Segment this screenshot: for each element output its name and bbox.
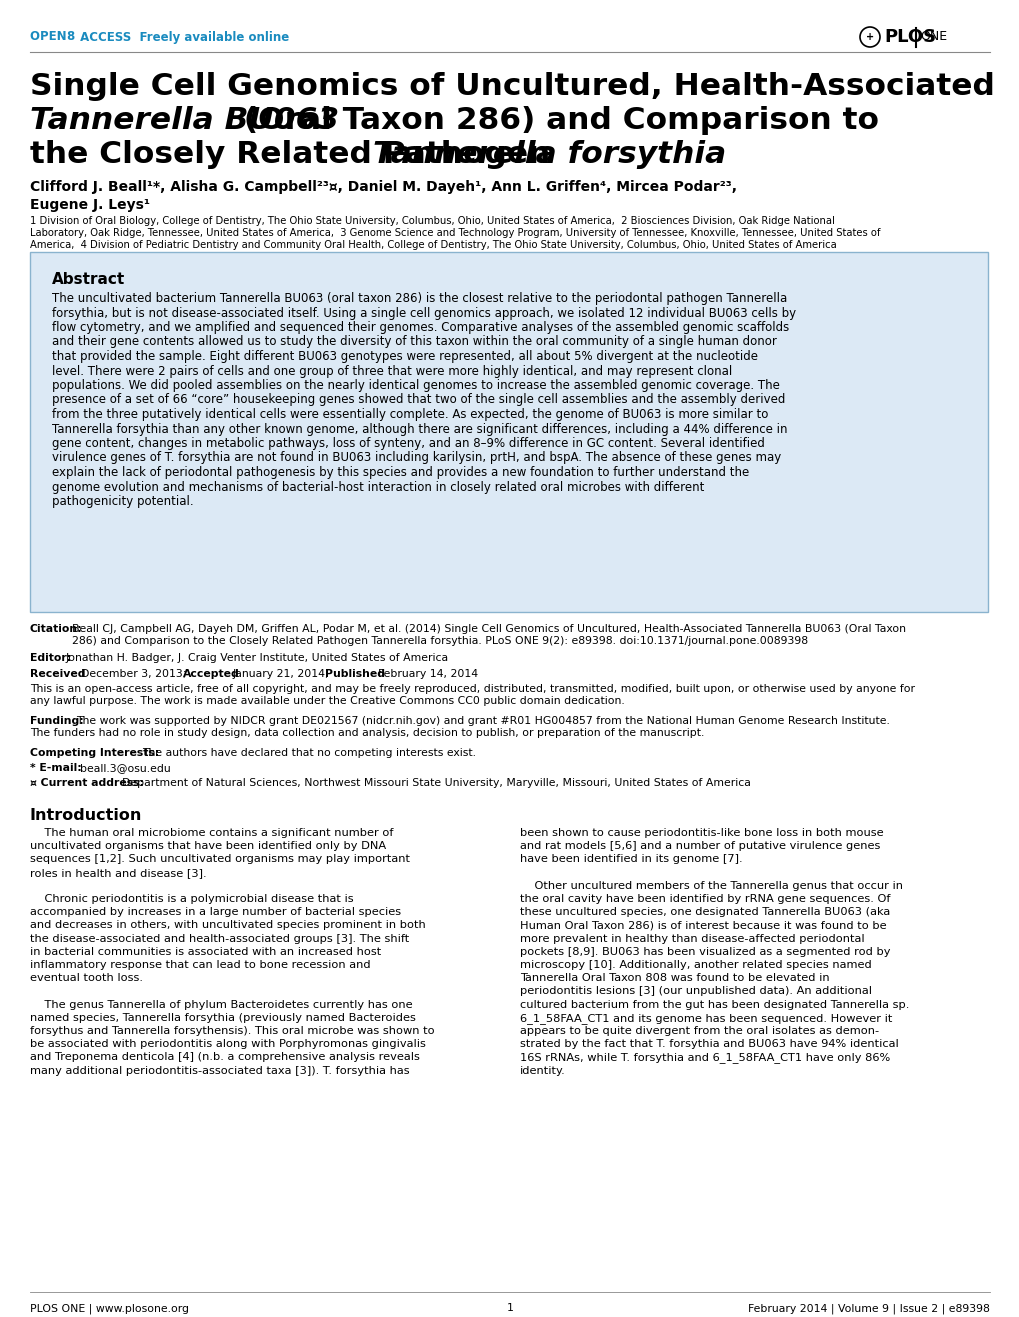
Text: roles in health and disease [3].: roles in health and disease [3]. [30, 868, 207, 877]
Text: eventual tooth loss.: eventual tooth loss. [30, 973, 143, 984]
Text: named species, Tannerella forsythia (previously named Bacteroides: named species, Tannerella forsythia (pre… [30, 1013, 416, 1023]
Text: gene content, changes in metabolic pathways, loss of synteny, and an 8–9% differ: gene content, changes in metabolic pathw… [52, 437, 764, 450]
Text: 16S rRNAs, while T. forsythia and 6_1_58FAA_CT1 have only 86%: 16S rRNAs, while T. forsythia and 6_1_58… [520, 1052, 890, 1063]
Text: these uncultured species, one designated Tannerella BU063 (aka: these uncultured species, one designated… [520, 907, 890, 917]
Text: (Oral Taxon 286) and Comparison to: (Oral Taxon 286) and Comparison to [232, 105, 878, 136]
Text: in bacterial communities is associated with an increased host: in bacterial communities is associated w… [30, 947, 381, 956]
Text: ONE: ONE [919, 30, 947, 43]
Text: Tannerella Oral Taxon 808 was found to be elevated in: Tannerella Oral Taxon 808 was found to b… [520, 973, 828, 984]
Text: The funders had no role in study design, data collection and analysis, decision : The funders had no role in study design,… [30, 728, 704, 738]
Text: been shown to cause periodontitis-like bone loss in both mouse: been shown to cause periodontitis-like b… [520, 828, 882, 838]
Text: Accepted: Accepted [182, 669, 239, 680]
Text: OPEN: OPEN [30, 30, 70, 43]
Text: that provided the sample. Eight different BU063 genotypes were represented, all : that provided the sample. Eight differen… [52, 350, 757, 363]
Text: 8: 8 [66, 30, 74, 43]
Text: 1 Division of Oral Biology, College of Dentistry, The Ohio State University, Col: 1 Division of Oral Biology, College of D… [30, 216, 835, 227]
Text: 6_1_58FAA_CT1 and its genome has been sequenced. However it: 6_1_58FAA_CT1 and its genome has been se… [520, 1013, 892, 1023]
Text: virulence genes of T. forsythia are not found in BU063 including karilysin, prtH: virulence genes of T. forsythia are not … [52, 452, 781, 465]
Text: forsythia, but is not disease-associated itself. Using a single cell genomics ap: forsythia, but is not disease-associated… [52, 307, 796, 320]
Text: Department of Natural Sciences, Northwest Missouri State University, Maryville, : Department of Natural Sciences, Northwes… [122, 778, 750, 788]
Text: The genus Tannerella of phylum Bacteroidetes currently has one: The genus Tannerella of phylum Bacteroid… [30, 1000, 413, 1010]
Text: Eugene J. Leys¹: Eugene J. Leys¹ [30, 198, 150, 212]
Text: have been identified in its genome [7].: have been identified in its genome [7]. [520, 855, 742, 864]
Text: and decreases in others, with uncultivated species prominent in both: and decreases in others, with uncultivat… [30, 921, 425, 930]
Text: ¤ Current address:: ¤ Current address: [30, 778, 144, 788]
Text: The human oral microbiome contains a significant number of: The human oral microbiome contains a sig… [30, 828, 393, 838]
Text: December 3, 2013;: December 3, 2013; [81, 669, 190, 680]
Text: Introduction: Introduction [30, 809, 143, 823]
Text: the oral cavity have been identified by rRNA gene sequences. Of: the oral cavity have been identified by … [520, 894, 890, 903]
Text: explain the lack of periodontal pathogenesis by this species and provides a new : explain the lack of periodontal pathogen… [52, 466, 749, 479]
Text: The uncultivated bacterium Tannerella BU063 (oral taxon 286) is the closest rela: The uncultivated bacterium Tannerella BU… [52, 292, 787, 306]
Text: forsythus and Tannerella forsythensis). This oral microbe was shown to: forsythus and Tannerella forsythensis). … [30, 1026, 434, 1036]
Text: +: + [865, 32, 873, 42]
Text: Human Oral Taxon 286) is of interest because it was found to be: Human Oral Taxon 286) is of interest bec… [520, 921, 886, 930]
Text: genome evolution and mechanisms of bacterial-host interaction in closely related: genome evolution and mechanisms of bacte… [52, 481, 704, 494]
Text: * E-mail:: * E-mail: [30, 763, 82, 773]
Text: sequences [1,2]. Such uncultivated organisms may play important: sequences [1,2]. Such uncultivated organ… [30, 855, 410, 864]
Text: pathogenicity potential.: pathogenicity potential. [52, 495, 194, 508]
Text: any lawful purpose. The work is made available under the Creative Commons CC0 pu: any lawful purpose. The work is made ava… [30, 695, 625, 706]
Text: This is an open-access article, free of all copyright, and may be freely reprodu: This is an open-access article, free of … [30, 684, 914, 694]
Text: presence of a set of 66 “core” housekeeping genes showed that two of the single : presence of a set of 66 “core” housekeep… [52, 394, 785, 407]
Text: the Closely Related Pathogen: the Closely Related Pathogen [30, 140, 560, 169]
Text: The authors have declared that no competing interests exist.: The authors have declared that no compet… [142, 748, 476, 759]
Text: Beall CJ, Campbell AG, Dayeh DM, Griffen AL, Podar M, et al. (2014) Single Cell : Beall CJ, Campbell AG, Dayeh DM, Griffen… [72, 624, 905, 633]
Text: many additional periodontitis-associated taxa [3]). T. forsythia has: many additional periodontitis-associated… [30, 1065, 410, 1076]
Text: inflammatory response that can lead to bone recession and: inflammatory response that can lead to b… [30, 960, 370, 971]
Text: microscopy [10]. Additionally, another related species named: microscopy [10]. Additionally, another r… [520, 960, 871, 971]
Text: PLOS: PLOS [883, 28, 935, 46]
FancyBboxPatch shape [30, 252, 987, 612]
Text: Other uncultured members of the Tannerella genus that occur in: Other uncultured members of the Tannerel… [520, 881, 902, 890]
Text: 286) and Comparison to the Closely Related Pathogen Tannerella forsythia. PLoS O: 286) and Comparison to the Closely Relat… [72, 636, 807, 647]
Text: America,  4 Division of Pediatric Dentistry and Community Oral Health, College o: America, 4 Division of Pediatric Dentist… [30, 240, 836, 250]
Text: appears to be quite divergent from the oral isolates as demon-: appears to be quite divergent from the o… [520, 1026, 878, 1036]
Text: Competing Interests:: Competing Interests: [30, 748, 159, 759]
Text: Citation:: Citation: [30, 624, 83, 633]
Text: Abstract: Abstract [52, 273, 125, 287]
Text: Single Cell Genomics of Uncultured, Health-Associated: Single Cell Genomics of Uncultured, Heal… [30, 72, 994, 101]
Text: Jonathan H. Badger, J. Craig Venter Institute, United States of America: Jonathan H. Badger, J. Craig Venter Inst… [66, 653, 448, 662]
Text: from the three putatively identical cells were essentially complete. As expected: from the three putatively identical cell… [52, 408, 767, 421]
Text: PLOS ONE | www.plosone.org: PLOS ONE | www.plosone.org [30, 1303, 189, 1313]
Text: populations. We did pooled assemblies on the nearly identical genomes to increas: populations. We did pooled assemblies on… [52, 379, 780, 392]
Text: Published: Published [325, 669, 384, 680]
Text: Tannerella forsythia: Tannerella forsythia [373, 140, 726, 169]
Text: The work was supported by NIDCR grant DE021567 (nidcr.nih.gov) and grant #R01 HG: The work was supported by NIDCR grant DE… [76, 716, 889, 726]
Text: Received: Received [30, 669, 86, 680]
Text: and their gene contents allowed us to study the diversity of this taxon within t: and their gene contents allowed us to st… [52, 336, 776, 349]
Text: flow cytometry, and we amplified and sequenced their genomes. Comparative analys: flow cytometry, and we amplified and seq… [52, 321, 789, 335]
Text: Tannerella BU063: Tannerella BU063 [30, 105, 338, 136]
Text: uncultivated organisms that have been identified only by DNA: uncultivated organisms that have been id… [30, 842, 386, 851]
Text: Funding:: Funding: [30, 716, 84, 726]
Text: February 14, 2014: February 14, 2014 [378, 669, 478, 680]
Text: and rat models [5,6] and a number of putative virulence genes: and rat models [5,6] and a number of put… [520, 842, 879, 851]
Text: more prevalent in healthy than disease-affected periodontal: more prevalent in healthy than disease-a… [520, 934, 864, 943]
Text: Clifford J. Beall¹*, Alisha G. Campbell²³¤, Daniel M. Dayeh¹, Ann L. Griffen⁴, M: Clifford J. Beall¹*, Alisha G. Campbell²… [30, 180, 737, 194]
Text: accompanied by increases in a large number of bacterial species: accompanied by increases in a large numb… [30, 907, 400, 917]
Text: ACCESS  Freely available online: ACCESS Freely available online [76, 30, 289, 43]
Text: Chronic periodontitis is a polymicrobial disease that is: Chronic periodontitis is a polymicrobial… [30, 894, 354, 903]
Text: cultured bacterium from the gut has been designated Tannerella sp.: cultured bacterium from the gut has been… [520, 1000, 909, 1010]
Text: February 2014 | Volume 9 | Issue 2 | e89398: February 2014 | Volume 9 | Issue 2 | e89… [747, 1303, 989, 1313]
Text: Editor:: Editor: [30, 653, 71, 662]
Text: identity.: identity. [520, 1065, 566, 1076]
Text: periodontitis lesions [3] (our unpublished data). An additional: periodontitis lesions [3] (our unpublish… [520, 986, 871, 997]
Text: 1: 1 [506, 1303, 513, 1313]
Text: the disease-associated and health-associated groups [3]. The shift: the disease-associated and health-associ… [30, 934, 409, 943]
Text: Tannerella forsythia than any other known genome, although there are significant: Tannerella forsythia than any other know… [52, 423, 787, 436]
Text: be associated with periodontitis along with Porphyromonas gingivalis: be associated with periodontitis along w… [30, 1039, 426, 1050]
Text: strated by the fact that T. forsythia and BU063 have 94% identical: strated by the fact that T. forsythia an… [520, 1039, 898, 1050]
Text: Laboratory, Oak Ridge, Tennessee, United States of America,  3 Genome Science an: Laboratory, Oak Ridge, Tennessee, United… [30, 228, 879, 238]
Text: level. There were 2 pairs of cells and one group of three that were more highly : level. There were 2 pairs of cells and o… [52, 365, 732, 378]
Text: pockets [8,9]. BU063 has been visualized as a segmented rod by: pockets [8,9]. BU063 has been visualized… [520, 947, 890, 956]
Text: and Treponema denticola [4] (n.b. a comprehensive analysis reveals: and Treponema denticola [4] (n.b. a comp… [30, 1052, 420, 1063]
Text: beall.3@osu.edu: beall.3@osu.edu [79, 763, 170, 773]
Text: January 21, 2014;: January 21, 2014; [232, 669, 333, 680]
